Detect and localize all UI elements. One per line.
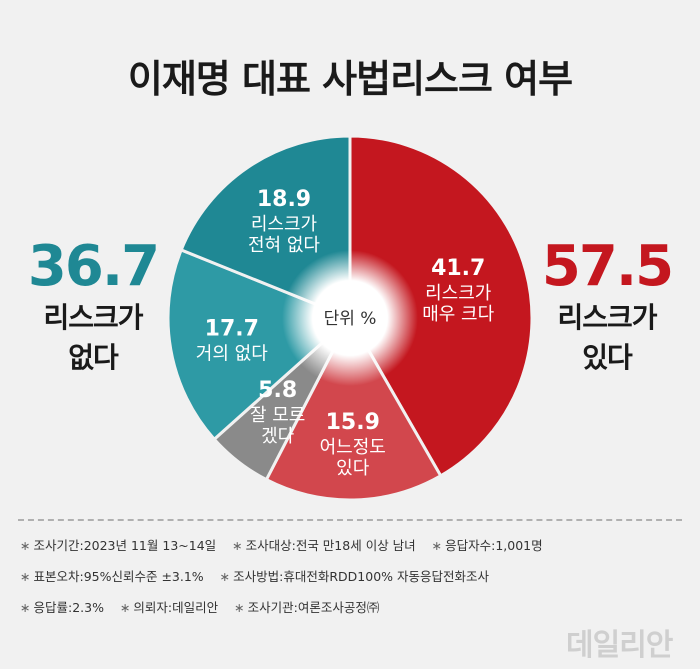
note-row: ∗ 표본오차:95%신뢰수준 ±3.1% ∗ 조사방법:휴대전화RDD100% 자동… <box>20 561 690 592</box>
watermark-logo: 데일리안 <box>566 628 673 663</box>
asterisk-icon: ∗ <box>20 600 31 615</box>
slice-category-label: 전혀 없다 <box>248 235 320 256</box>
left-summary: 36.7 리스크가 없다 <box>18 236 168 378</box>
asterisk-icon: ∗ <box>232 538 243 553</box>
right-summary: 57.5 리스크가 있다 <box>532 236 682 378</box>
slice-value-label: 15.9 <box>326 410 380 435</box>
slice-category-label: 잘 모르 <box>250 405 305 426</box>
slice-value-label: 41.7 <box>431 256 485 281</box>
note-item: ∗ 조사기관:여론조사공정㈜ <box>234 600 380 615</box>
pie-slice <box>264 314 443 502</box>
note-item: ∗ 조사방법:휴대전화RDD100% 자동응답전화조사 <box>219 569 490 584</box>
divider <box>18 519 682 521</box>
slice-value-label: 5.8 <box>258 378 297 403</box>
asterisk-icon: ∗ <box>234 600 245 615</box>
slice-category-label: 어느정도 <box>320 437 386 458</box>
note-item: ∗ 응답자수:1,001명 <box>431 538 543 553</box>
slice-category-label: 리스크가 <box>251 214 317 235</box>
unit-label: 단위 % <box>324 309 377 329</box>
right-summary-value: 57.5 <box>541 234 674 299</box>
note-item: ∗ 응답률:2.3% <box>20 600 104 615</box>
note-item: ∗ 조사기간:2023년 11월 13~14일 <box>20 538 217 553</box>
slice-value-label: 17.7 <box>205 317 259 342</box>
slice-value-label: 18.9 <box>257 187 311 212</box>
asterisk-icon: ∗ <box>431 538 443 553</box>
asterisk-icon: ∗ <box>219 569 231 584</box>
center-glow <box>282 250 418 386</box>
left-summary-value: 36.7 <box>27 234 160 299</box>
pie-slice <box>348 134 534 478</box>
slice-category-label: 리스크가 <box>425 283 491 304</box>
slice-category-label: 거의 없다 <box>196 344 268 365</box>
left-summary-label: 리스크가 없다 <box>43 301 143 374</box>
note-item: ∗ 표본오차:95%신뢰수준 ±3.1% <box>20 569 204 584</box>
slice-category-label: 매우 크다 <box>422 304 494 325</box>
right-summary-label: 리스크가 있다 <box>557 301 657 374</box>
asterisk-icon: ∗ <box>119 600 131 615</box>
slice-category-label: 겠다 <box>261 426 295 447</box>
note-row: ∗ 응답률:2.3% ∗ 의뢰자:데일리안 ∗ 조사기관:여론조사공정㈜ <box>20 592 690 623</box>
survey-notes: ∗ 조사기간:2023년 11월 13~14일 ∗ 조사대상:전국 만18세 이상 … <box>20 530 690 623</box>
pie-slice <box>166 247 353 442</box>
note-item: ∗ 조사대상:전국 만18세 이상 남녀 <box>232 538 416 553</box>
asterisk-icon: ∗ <box>20 538 31 553</box>
chart-title: 이재명 대표 사법리스크 여부 <box>127 57 573 101</box>
note-item: ∗ 의뢰자:데일리안 <box>119 600 219 615</box>
note-row: ∗ 조사기간:2023년 11월 13~14일 ∗ 조사대상:전국 만18세 이상 … <box>20 530 690 561</box>
asterisk-icon: ∗ <box>20 569 31 584</box>
slice-category-label: 있다 <box>336 458 370 479</box>
